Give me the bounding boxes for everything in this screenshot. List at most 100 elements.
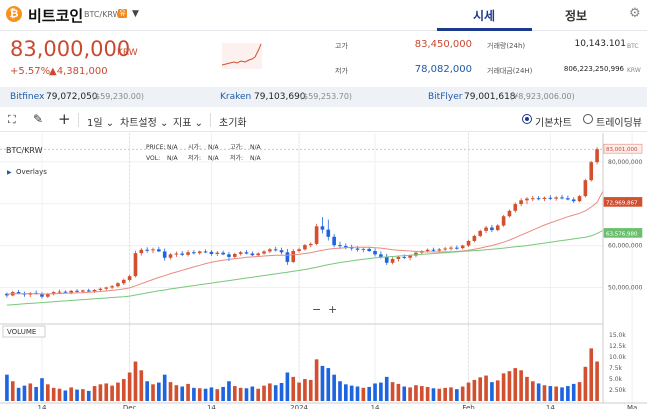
- exchange-name[interactable]: Bitfinex: [10, 92, 45, 102]
- volume-bar: [279, 383, 284, 401]
- volume-bar: [425, 386, 430, 401]
- overlays-toggle[interactable]: ▶: [7, 169, 12, 176]
- tab-info[interactable]: 정보: [565, 9, 588, 23]
- candle-body: [402, 256, 407, 258]
- exchange-price: 79,001,618: [464, 92, 516, 102]
- legend-open-value: N/A: [208, 144, 220, 151]
- x-tick-label: Feb: [462, 404, 475, 409]
- volume-bar: [519, 370, 523, 401]
- coin-pair: BTC/KRW: [84, 10, 121, 19]
- price-chart-svg[interactable]: BTC/KRW ▶ Overlays PRICE: N/A 시가: N/A 고가…: [0, 133, 647, 412]
- x-tick-label: 14: [371, 404, 380, 409]
- candle-body: [168, 254, 173, 258]
- volume-bar: [566, 386, 570, 401]
- candle-body: [273, 249, 278, 251]
- volume-bar: [273, 385, 278, 401]
- candle-body: [186, 252, 190, 255]
- candle-body: [449, 247, 453, 249]
- basic-chart-label[interactable]: 기본차트: [535, 118, 572, 129]
- candle-body: [472, 235, 477, 241]
- volume-label: 거래량(24h): [487, 42, 526, 50]
- volume-bar: [478, 377, 483, 401]
- zoom-out-button[interactable]: −: [312, 303, 321, 316]
- candle-body: [484, 227, 488, 231]
- candle-body: [560, 197, 564, 199]
- y-tick-label: 60,000,000: [608, 243, 643, 250]
- volume-bar: [250, 386, 255, 401]
- volume-bar: [28, 383, 33, 401]
- current-price: 83,000,000: [10, 37, 131, 61]
- ma-short-tag: 72,969,867: [606, 200, 638, 206]
- coin-name[interactable]: 비트코인: [28, 7, 84, 25]
- overlays-label[interactable]: Overlays: [16, 168, 47, 176]
- exchange-name[interactable]: BitFlyer: [428, 92, 463, 102]
- volume-bar: [367, 386, 372, 401]
- candle-body: [162, 251, 167, 258]
- y-tick-label: 80,000,000: [608, 159, 643, 166]
- legend-high-label: 고가:: [230, 143, 243, 151]
- volume-tick-label: 10.0k: [609, 354, 626, 361]
- candle-body: [69, 290, 74, 293]
- candle-body: [151, 249, 155, 251]
- reset-button[interactable]: 초기화: [219, 118, 247, 129]
- volume-bar: [57, 388, 62, 401]
- zoom-in-button[interactable]: +: [328, 303, 337, 316]
- zoom-controls[interactable]: − +: [312, 303, 337, 316]
- gear-icon[interactable]: ⚙: [629, 6, 641, 21]
- crosshair-icon[interactable]: +: [58, 110, 71, 128]
- candlestick-chart-area[interactable]: BTC/KRW ▶ Overlays PRICE: N/A 시가: N/A 고가…: [0, 133, 647, 412]
- volume-bar: [472, 379, 477, 401]
- volume-bar: [396, 383, 401, 401]
- candle-body: [291, 251, 296, 262]
- change-amount: ▲4,381,000: [49, 66, 108, 77]
- volume-bar: [268, 383, 272, 401]
- candle-body: [384, 256, 389, 263]
- candle-body: [157, 249, 161, 252]
- indicators-select[interactable]: 지표 ⌄: [173, 118, 203, 129]
- legend-open-label: 시가:: [188, 143, 201, 151]
- candle-body: [104, 287, 109, 289]
- volume-bar: [5, 374, 9, 401]
- period-select[interactable]: 1일 ⌄: [87, 118, 115, 129]
- candle-body: [81, 290, 85, 292]
- candle-body: [192, 252, 196, 254]
- tradingview-radio[interactable]: [583, 114, 593, 124]
- pencil-icon[interactable]: ✎: [33, 112, 44, 126]
- current-price-tag-box: [603, 143, 643, 154]
- basic-chart-radio[interactable]: [522, 114, 532, 124]
- candle-body: [332, 236, 336, 246]
- volume-bar: [63, 390, 68, 401]
- candle-body: [542, 197, 547, 200]
- candle-body: [566, 198, 570, 200]
- sparkline-chart: [222, 43, 262, 69]
- volume-bar: [408, 387, 412, 401]
- candle-body: [256, 253, 260, 256]
- volume-bar: [419, 386, 424, 401]
- candle-body: [174, 253, 179, 255]
- tradingview-label[interactable]: 트레이딩뷰: [596, 118, 642, 129]
- tab-quote[interactable]: 시세: [473, 9, 496, 23]
- volume-bar: [373, 383, 377, 401]
- candle-body: [197, 251, 202, 254]
- candle-body: [583, 180, 588, 197]
- chart-settings-select[interactable]: 차트설정 ⌄: [120, 118, 169, 129]
- ohlc-legend: PRICE: N/A 시가: N/A 고가: N/A VOL: N/A 저가: …: [146, 143, 262, 162]
- candle-body: [75, 290, 79, 292]
- coin-select-chevron-down-icon[interactable]: ▼: [132, 9, 139, 19]
- candle-body: [326, 229, 331, 237]
- volume-bar: [548, 386, 553, 401]
- volume-bar: [121, 379, 126, 401]
- volume-bar: [104, 383, 109, 401]
- amount-unit: KRW: [627, 67, 641, 74]
- candle-body: [530, 198, 535, 200]
- candle-body: [203, 251, 208, 253]
- candle-body: [133, 253, 138, 277]
- volume-bar: [384, 376, 389, 401]
- fullscreen-icon[interactable]: ⛶: [8, 113, 16, 126]
- volume-bar: [589, 348, 594, 401]
- volume-bar: [151, 384, 155, 401]
- candle-body: [57, 291, 62, 293]
- exchange-name[interactable]: Kraken: [220, 92, 252, 102]
- volume-bar: [414, 385, 418, 401]
- volume-bar: [349, 385, 354, 401]
